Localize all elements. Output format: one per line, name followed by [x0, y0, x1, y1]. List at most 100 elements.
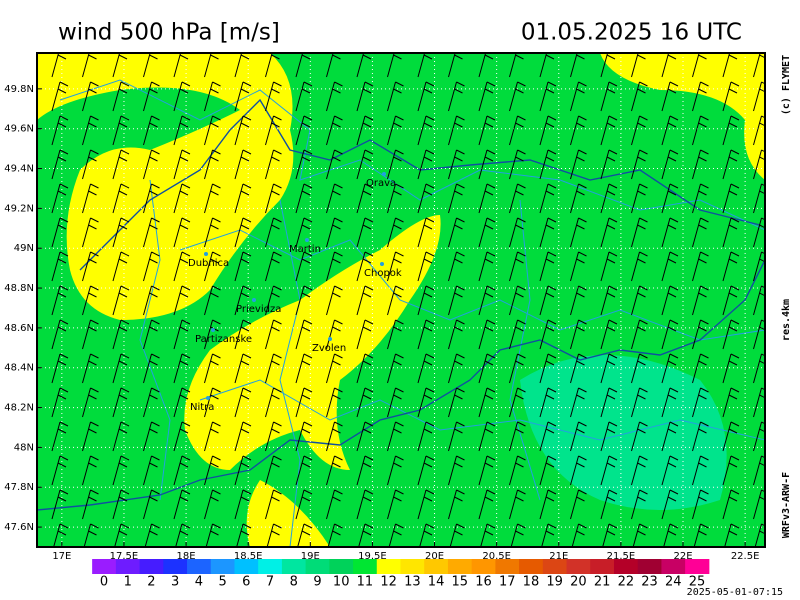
wind-barb [234, 455, 252, 486]
wind-barb [631, 387, 648, 418]
wind-barb [753, 251, 765, 282]
wind-barb [631, 353, 648, 384]
wind-barbs [51, 53, 765, 547]
legend-label: 25 [689, 575, 706, 590]
wind-barb [82, 319, 99, 350]
wind-barb [204, 387, 221, 418]
wind-barb [753, 217, 765, 248]
wind-barb [173, 251, 191, 282]
wind-barb [693, 523, 709, 547]
wind-barb [692, 81, 709, 112]
wind-barb [326, 81, 343, 112]
wind-barb [204, 489, 221, 520]
wind-barb [387, 53, 402, 78]
wind-barb [753, 421, 765, 452]
country-border [79, 98, 761, 271]
wind-barb [631, 285, 648, 316]
wind-barb [356, 489, 374, 520]
wind-barb [82, 183, 99, 214]
wind-barb [692, 115, 709, 146]
wind-barb [692, 319, 709, 350]
wind-barb [631, 53, 646, 78]
legend-label: 16 [475, 575, 492, 590]
wind-barb [570, 149, 587, 180]
wind-barb [600, 455, 618, 486]
wind-barb [753, 183, 765, 214]
wind-barb [539, 319, 557, 350]
wind-barb [661, 455, 679, 486]
legend-label: 21 [594, 575, 611, 590]
wind-barb [570, 217, 587, 248]
legend-swatch [447, 559, 473, 574]
legend-swatch [376, 559, 401, 574]
wind-barb [51, 251, 69, 282]
wind-barb [82, 81, 99, 112]
wind-barb [295, 353, 313, 384]
wind-barb [722, 387, 740, 418]
wind-barb [144, 523, 160, 547]
wind-barb [722, 353, 740, 384]
legend-label: 12 [380, 575, 397, 590]
wind-barb [570, 285, 587, 316]
wind-barb [295, 455, 313, 486]
wind-barb [234, 421, 252, 452]
lon-label: 19E [301, 551, 320, 562]
wind-barb [173, 53, 189, 78]
wind-barb [173, 387, 191, 418]
country-border [37, 259, 765, 511]
wind-barb [600, 81, 618, 112]
legend-swatch [400, 559, 425, 574]
legend-swatch [305, 559, 330, 574]
legend-swatch [210, 559, 235, 574]
wind-barb [631, 183, 648, 214]
wind-barb [82, 285, 99, 316]
wind-barb [600, 421, 618, 452]
wind-barb [417, 421, 435, 452]
legend-swatch [258, 559, 283, 574]
wind-barb [326, 353, 343, 384]
legend-label: 3 [171, 575, 179, 590]
wind-barb [295, 489, 313, 520]
lat-label: 47.6N [4, 522, 34, 533]
wind-barb [112, 183, 130, 214]
wind-barb [326, 319, 343, 350]
wind-barb [509, 421, 526, 452]
wind-barb [204, 455, 221, 486]
wind-barb [692, 183, 709, 214]
wind-barb [631, 217, 648, 248]
wind-barb [570, 489, 587, 520]
wind-barb [265, 387, 282, 418]
wind-barb [112, 455, 130, 486]
map-datetime: 01.05.2025 16 UTC [521, 20, 742, 46]
wind-barb [722, 217, 740, 248]
city-label: Martin [289, 244, 321, 255]
wind-barb [387, 353, 404, 384]
wind-barb [234, 217, 252, 248]
lat-label: 48.2N [4, 403, 34, 414]
legend-swatch [613, 559, 639, 574]
wind-barb [143, 81, 160, 112]
wind-barb [478, 285, 496, 316]
wind-barb [722, 53, 738, 78]
wind-barb [539, 353, 557, 384]
city-dot [211, 328, 215, 332]
wind-barb [539, 489, 557, 520]
legend-label: 13 [404, 575, 421, 590]
legend-label: 5 [218, 575, 226, 590]
wind-barb [204, 217, 221, 248]
wind-barb [173, 115, 191, 146]
wind-barb [295, 251, 313, 282]
wind-barb [387, 421, 404, 452]
wind-barb [509, 455, 526, 486]
wind-barb [417, 285, 435, 316]
wind-barb [722, 319, 740, 350]
wind-barb [753, 149, 765, 180]
wind-barb [509, 353, 526, 384]
wind-barb [326, 387, 343, 418]
wind-barb [692, 251, 709, 282]
wind-barb [51, 319, 69, 350]
wind-barb [509, 53, 524, 78]
legend-swatch [566, 559, 591, 574]
wind-barb [326, 251, 343, 282]
field-region [184, 215, 441, 470]
